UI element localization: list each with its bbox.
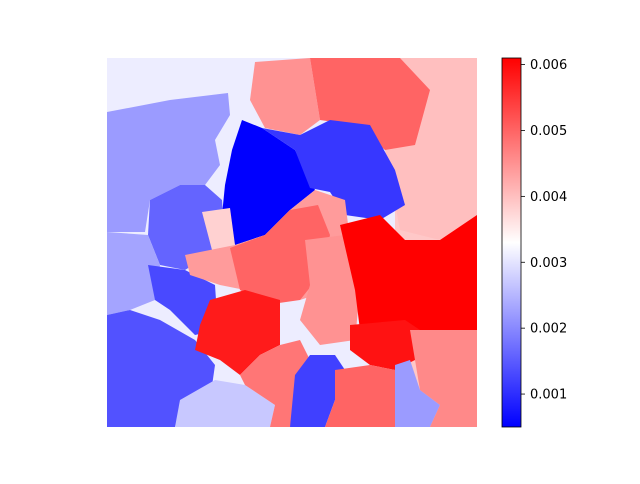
colorbar-tick-label: 0.003 — [530, 256, 567, 271]
colorbar: 0.001 0.002 0.003 0.004 0.005 0.006 — [501, 57, 567, 428]
map-region — [107, 232, 160, 315]
colorbar-ticks: 0.001 0.002 0.003 0.004 0.005 0.006 — [521, 58, 567, 403]
map-region — [230, 205, 330, 305]
map-region — [202, 208, 235, 250]
map-region — [410, 330, 477, 427]
map-region — [148, 265, 218, 335]
map-region — [250, 58, 320, 135]
map-region — [325, 365, 395, 427]
map-region — [310, 58, 430, 150]
map-region — [395, 360, 440, 427]
map-region — [290, 355, 345, 427]
colorbar-tick-label: 0.004 — [530, 190, 567, 205]
colorbar-tick-label: 0.006 — [530, 58, 567, 73]
map-region — [148, 185, 225, 270]
heatmap-plot-area — [107, 58, 477, 427]
colorbar-gradient — [501, 57, 522, 428]
colorbar-tick-label: 0.005 — [530, 124, 567, 139]
map-region — [262, 120, 405, 220]
map-region — [175, 380, 275, 427]
map-region — [222, 120, 315, 245]
colorbar-tick-label: 0.002 — [530, 322, 567, 337]
map-region — [107, 93, 230, 232]
map-region — [195, 290, 280, 375]
map-region — [300, 235, 360, 345]
colorbar-tick-label: 0.001 — [530, 388, 567, 403]
map-region — [350, 320, 420, 370]
map-region — [340, 215, 477, 340]
